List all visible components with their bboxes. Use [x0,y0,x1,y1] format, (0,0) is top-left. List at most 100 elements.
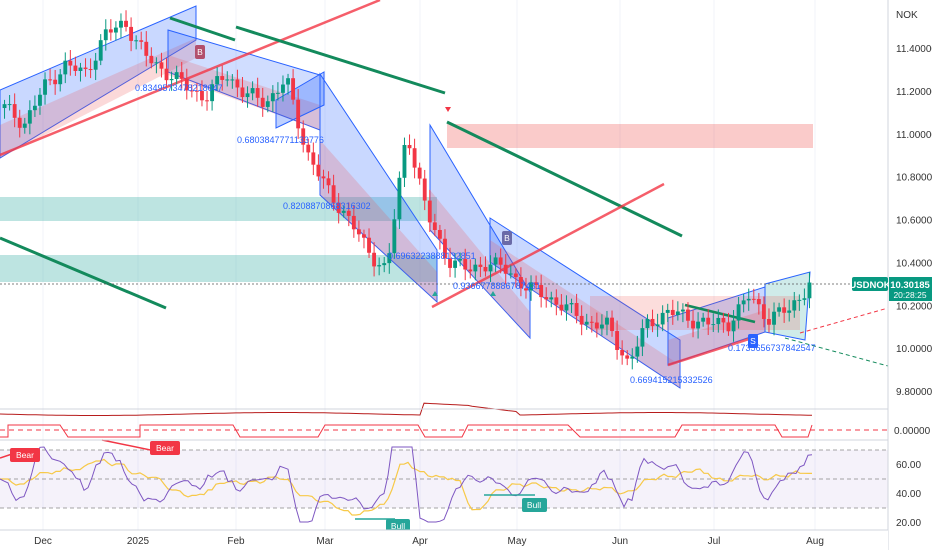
candle-body [539,285,544,298]
candle-body [574,303,579,316]
x-tick-0: Dec [34,536,52,547]
marker-b-2 [502,231,512,245]
candle-body [483,266,488,272]
candle-body [686,309,690,321]
candle-body [367,237,371,253]
candle-body [68,60,73,66]
candle-body [174,72,179,79]
candle-body [599,324,604,329]
signal-markers: B B S [195,45,758,348]
marker-s [748,334,758,348]
candle-body [7,104,12,106]
candle-body [513,273,518,277]
candle-body [316,164,321,177]
candle-body [488,264,493,272]
candle-body [443,238,447,259]
candle-body [518,276,523,289]
channel-6 [489,217,681,389]
candle-body [73,65,78,71]
candle-body [154,62,159,64]
candle-body [559,304,564,311]
candle-body [594,322,599,329]
rsi-pane: Bear Bear Bull Bull [0,439,888,533]
last-price-tag-bg [889,277,932,301]
green-trendline-5 [684,303,756,324]
candle-body [660,312,665,325]
symbol-tag-text: USDNOK [849,280,890,291]
candle-body [478,264,483,267]
candle-body [356,229,361,235]
candle-body [508,273,513,275]
candles [2,10,812,370]
last-price-tag: 10.30185 20:28:25 [889,277,932,301]
candle-body [78,67,83,71]
time-axis[interactable]: Dec 2025 Feb Mar Apr May Jun Jul Aug [0,529,888,550]
candle-body [615,331,620,350]
candle-body [463,259,468,270]
candle-body [270,93,275,102]
candle-body [726,322,731,332]
candle-body [306,144,311,153]
channel-4-lower [320,140,437,302]
symbol-tag: USDNOK [849,277,891,291]
candle-body [341,210,346,213]
candle-body [83,67,88,70]
candle-body [240,87,245,98]
bull-label-2: Bull [527,500,541,510]
candle-body [584,321,589,325]
candle-body [32,105,37,111]
candle-body [625,355,630,359]
candle-body [534,282,539,286]
red-trendline-1 [0,0,381,157]
demand-zone-2 [0,255,437,282]
down-triangle [445,107,451,112]
green-trendline-1 [169,16,236,42]
candle-body [301,128,306,145]
candle-body [782,307,787,313]
candle-body [200,90,204,101]
candle-body [579,315,584,325]
candle-body [680,309,685,312]
candle-body [48,79,53,81]
demand-zone-1 [0,197,437,221]
bear-label-1: Bear [16,450,34,460]
red-trendline-3 [667,336,753,367]
candle-body [129,26,134,41]
up-triangle-2 [490,291,496,296]
candle-body [407,145,412,149]
marker-b-1 [195,45,205,59]
candle-body [230,79,235,81]
y-tick-5: 10.40000 [896,258,932,269]
candle-body [524,288,528,291]
price-axis[interactable]: NOK 11.40000 11.20000 11.00000 10.80000 10.6… [887,0,932,550]
candle-body [706,317,711,325]
candle-body [387,253,392,264]
candle-body [493,257,498,265]
macd-pane [0,402,888,438]
candle-body [473,264,478,272]
candle-body [124,20,128,27]
red-trendline-2 [431,182,665,309]
supply-zone [447,124,813,148]
candle-body [554,297,559,305]
x-tick-7: Jul [708,536,721,547]
rsi-tick-40: 40.00 [896,489,921,500]
symbol-tag-bg [852,277,888,291]
candle-body [139,40,144,42]
candle-body [645,318,650,329]
candle-body [189,90,194,92]
trend-lines [0,0,889,367]
fib-label-3: 0.6963223888132851 [388,251,476,261]
marker-b-1-text: B [197,47,203,57]
candle-body [761,304,766,320]
candle-body [701,317,706,322]
candle-body [88,69,93,71]
candle-body [797,299,802,301]
candle-body [640,328,645,347]
candle-body [397,177,402,220]
candle-body [549,297,554,300]
grid-lines [42,0,816,530]
x-tick-labels: Dec 2025 Feb Mar Apr May Jun Jul Aug [34,536,824,547]
x-tick-1: 2025 [127,536,150,547]
